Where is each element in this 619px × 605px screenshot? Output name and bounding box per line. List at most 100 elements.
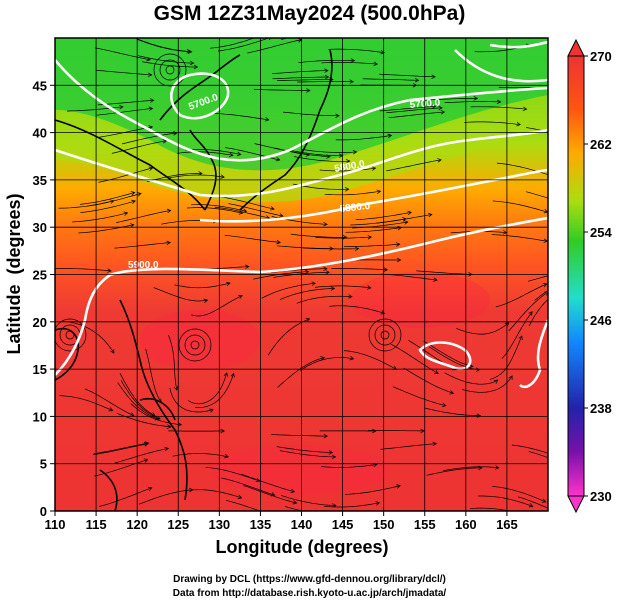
streamline <box>80 192 135 205</box>
vortex-ring <box>368 318 402 352</box>
streamline-arrowhead <box>521 513 525 517</box>
streamline-arrowhead <box>129 223 135 228</box>
streamline-arrowhead <box>349 79 354 84</box>
streamline-arrowhead <box>198 171 203 176</box>
streamline <box>78 224 134 234</box>
streamline-arrowhead <box>320 356 325 361</box>
streamline-arrowhead <box>166 208 172 214</box>
streamline-arrowhead <box>166 240 172 245</box>
vortex-ring <box>178 328 212 362</box>
vortex-ring <box>55 318 87 352</box>
streamline <box>219 196 275 210</box>
streamline <box>95 69 152 76</box>
streamline-arrowhead <box>223 372 228 377</box>
streamline <box>146 173 202 183</box>
streamline-arrowhead <box>431 74 436 79</box>
streamline-arrowhead <box>107 268 112 273</box>
streamline <box>491 234 548 242</box>
streamline <box>271 434 328 437</box>
streamline-arrowhead <box>383 267 389 272</box>
streamline-arrowhead <box>119 104 124 110</box>
vortex-ring <box>184 334 206 356</box>
streamline <box>272 76 329 80</box>
streamline-arrowhead <box>148 106 154 111</box>
vortex-ring <box>380 330 390 340</box>
streamline <box>277 357 325 388</box>
x-tick-label: 150 <box>373 517 395 532</box>
streamline-arrowhead <box>407 210 413 216</box>
streamline <box>59 395 113 411</box>
y-tick-label: 20 <box>33 315 47 330</box>
streamline-arrowhead <box>260 34 264 38</box>
streamline-arrowhead <box>311 281 317 286</box>
streamline-arrowhead <box>350 58 356 63</box>
streamline-arrowhead <box>276 239 281 245</box>
x-tick-label: 135 <box>250 517 272 532</box>
streamline-arrowhead <box>323 433 329 439</box>
streamline <box>443 466 499 472</box>
streamline <box>191 295 243 317</box>
streamline-arrowhead <box>566 514 570 518</box>
streamline-arrowhead <box>496 99 502 105</box>
x-tick-label: 125 <box>167 517 189 532</box>
streamline-arrowhead <box>402 217 407 222</box>
warm-pocket <box>350 272 490 328</box>
streamline <box>185 149 241 155</box>
y-tick-label: 35 <box>33 173 47 188</box>
streamline-arrowhead <box>130 191 136 196</box>
streamline <box>99 487 152 507</box>
streamline-arrowhead <box>375 501 381 506</box>
streamline-arrowhead <box>177 422 183 427</box>
streamline-arrowhead <box>143 458 149 463</box>
streamline <box>276 446 333 453</box>
streamline-arrowhead <box>304 269 310 274</box>
streamline <box>186 489 242 499</box>
y-tick-label: 0 <box>40 504 47 519</box>
streamline <box>462 375 513 393</box>
streamline <box>508 291 548 332</box>
y-tick-label: 10 <box>33 409 47 424</box>
streamline-arrowhead <box>440 109 446 115</box>
streamline-arrowhead <box>433 277 438 282</box>
y-tick-label: 5 <box>40 457 47 472</box>
streamline <box>290 233 347 238</box>
streamline <box>496 162 548 176</box>
colorbar-label: 246 <box>590 313 612 328</box>
streamline <box>145 348 162 403</box>
streamline <box>119 373 156 417</box>
streamline <box>511 444 548 454</box>
streamline <box>84 388 135 417</box>
streamline <box>97 99 154 106</box>
streamline <box>217 38 270 52</box>
streamline <box>174 282 231 289</box>
streamline-arrowhead <box>275 515 279 519</box>
streamline <box>153 287 208 302</box>
x-tick-label: 130 <box>208 517 230 532</box>
x-tick-label: 110 <box>45 517 66 532</box>
warm-pocket <box>140 310 260 370</box>
streamline-arrowhead <box>209 408 214 413</box>
streamline-arrowhead <box>493 379 499 384</box>
x-tick-label: 165 <box>496 517 518 532</box>
streamline-arrowhead <box>354 246 360 252</box>
streamline <box>279 288 335 301</box>
x-tick-label: 145 <box>332 517 354 532</box>
streamline-arrowhead <box>372 428 377 434</box>
streamline-arrowhead <box>224 453 229 459</box>
streamline-arrowhead <box>494 465 500 470</box>
streamline <box>283 111 339 117</box>
streamline-arrowhead <box>475 367 481 373</box>
streamline-arrowhead <box>189 60 195 66</box>
streamline <box>362 78 419 81</box>
streamline-arrowhead <box>108 407 114 412</box>
streamline-arrowhead <box>449 390 455 395</box>
streamline-arrowhead <box>349 355 355 361</box>
streamline <box>205 466 260 482</box>
streamline-arrowhead <box>478 465 483 471</box>
streamline-arrowhead <box>348 294 353 299</box>
streamline-arrowhead <box>306 88 311 93</box>
streamline-arrowhead <box>522 106 528 112</box>
warm-pocket <box>210 445 390 495</box>
streamline-arrowhead <box>397 225 403 231</box>
streamline-arrowhead <box>265 215 271 220</box>
